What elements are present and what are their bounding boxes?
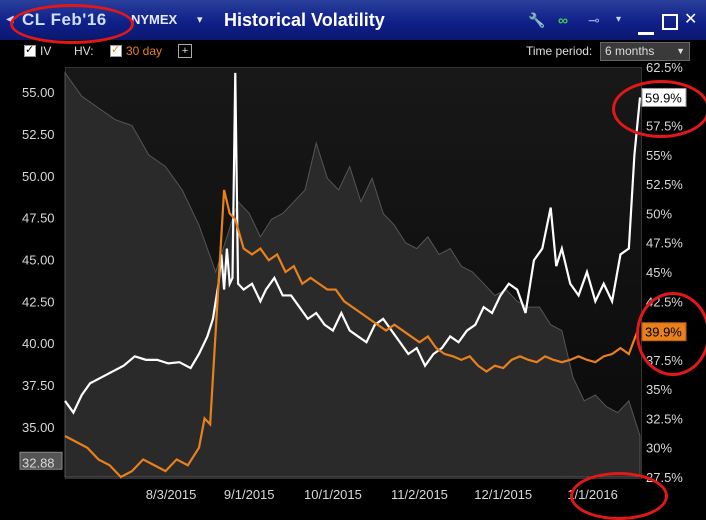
dropdown-icon[interactable]: ▾	[616, 14, 622, 25]
annotation-circle-symbol	[10, 4, 134, 44]
pin-icon[interactable]: ⊸	[588, 12, 600, 28]
right-axis-tick: 35%	[646, 382, 672, 397]
implied-area	[64, 71, 641, 478]
add-study-button[interactable]: +	[178, 44, 192, 58]
wrench-icon[interactable]: 🔧	[528, 12, 546, 28]
minimize-icon[interactable]	[638, 18, 654, 35]
time-period-value: 6 months	[605, 44, 655, 58]
right-axis-tick: 47.5%	[646, 236, 683, 251]
link-icon[interactable]: ∞	[558, 12, 568, 28]
left-axis-tick: 55.00	[22, 85, 55, 100]
annotation-circle-hv-value	[636, 292, 706, 376]
window-title: Historical Volatility	[224, 10, 385, 30]
right-axis-tick: 52.5%	[646, 177, 683, 192]
maximize-icon[interactable]	[662, 14, 678, 30]
collapse-arrow-icon[interactable]: ◀	[6, 14, 14, 25]
left-axis-tick: 37.50	[22, 378, 55, 393]
left-axis-tick: 47.50	[22, 211, 55, 226]
annotation-circle-date	[570, 472, 668, 520]
left-axis-tick: 32.88	[22, 455, 55, 470]
left-axis-tick: 40.00	[22, 336, 55, 351]
left-axis-tick: 42.50	[22, 294, 55, 309]
left-axis-tick: 50.00	[22, 169, 55, 184]
right-axis-tick: 45%	[646, 265, 672, 280]
x-axis-tick: 9/1/2015	[224, 487, 275, 502]
left-axis-tick: 45.00	[22, 252, 55, 267]
hv-period[interactable]: 30 day	[126, 44, 163, 58]
x-axis-tick: 11/2/2015	[391, 487, 448, 502]
hv-label: HV:	[74, 44, 94, 58]
time-period-label: Time period:	[526, 44, 593, 58]
x-axis-tick: 10/1/2015	[304, 487, 362, 502]
x-axis-tick: 12/1/2015	[474, 487, 532, 502]
x-axis-tick: 8/3/2015	[146, 487, 197, 502]
iv-label: IV	[40, 44, 52, 58]
right-axis-tick: 55%	[646, 148, 672, 163]
right-axis-tick: 32.5%	[646, 411, 683, 426]
series-line-iv	[64, 72, 642, 415]
exchange-dropdown-icon[interactable]: ▾	[197, 14, 203, 26]
time-period-select[interactable]: 6 months ▼	[600, 42, 690, 61]
left-axis-tick: 35.00	[22, 420, 55, 435]
series-line-hv	[64, 189, 639, 479]
left-axis-tick: 52.50	[22, 127, 55, 142]
hv-checkbox[interactable]	[110, 43, 122, 57]
exchange-label[interactable]: NYMEX	[131, 12, 178, 27]
window-controls: 🔧 ∞ ⊸ ▾ ✕	[524, 8, 702, 35]
right-axis-tick: 62.5%	[646, 60, 683, 75]
right-axis-tick: 50%	[646, 206, 672, 221]
chevron-down-icon: ▼	[676, 46, 685, 56]
close-icon[interactable]: ✕	[684, 11, 698, 28]
iv-checkbox[interactable]	[24, 43, 36, 57]
chart-toolbar: IV HV: 30 day + Time period: 6 months ▼	[0, 40, 706, 64]
right-axis-tick: 30%	[646, 441, 672, 456]
left-axis-current-box	[19, 451, 63, 470]
annotation-circle-iv-value	[612, 80, 706, 138]
